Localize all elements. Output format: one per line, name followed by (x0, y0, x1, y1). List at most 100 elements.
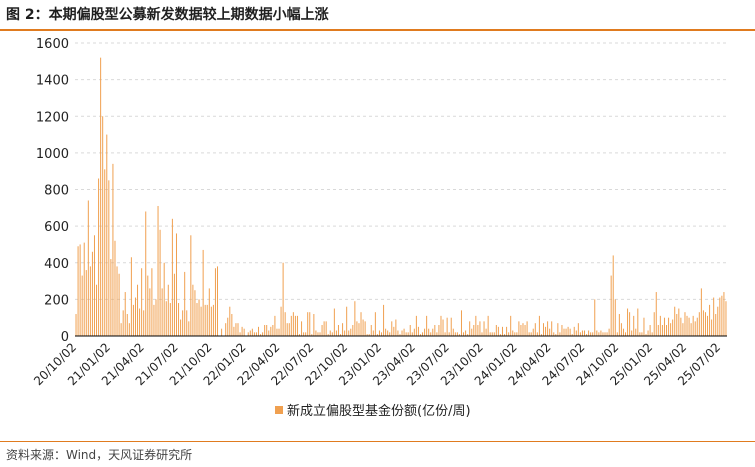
bar (610, 275, 612, 336)
bar (547, 321, 549, 336)
bar (491, 332, 493, 336)
bar (434, 325, 436, 336)
bar (147, 275, 149, 336)
bar (641, 332, 643, 336)
bar (155, 299, 157, 337)
bar (604, 332, 606, 336)
gridlines (75, 42, 727, 300)
bar (124, 292, 126, 336)
bar (354, 301, 356, 336)
bar (524, 325, 526, 336)
bar (430, 332, 432, 336)
bar (645, 334, 647, 336)
bar (229, 306, 231, 336)
bar (145, 211, 147, 336)
bar (573, 326, 575, 336)
bar (356, 321, 358, 336)
bar (711, 319, 713, 336)
bar (399, 334, 401, 336)
bar (163, 262, 165, 336)
bar (378, 330, 380, 336)
bar (536, 332, 538, 336)
bar (395, 319, 397, 336)
bar (682, 323, 684, 336)
bar (175, 233, 177, 336)
y-tick-label: 1400 (36, 74, 69, 89)
bar (651, 332, 653, 336)
bar (313, 314, 315, 336)
bar (241, 326, 243, 336)
bar (661, 325, 663, 336)
bar (608, 328, 610, 336)
bar (450, 317, 452, 336)
bar (366, 334, 368, 336)
bar (362, 319, 364, 336)
bar (438, 325, 440, 336)
bars (75, 57, 727, 337)
bar (364, 321, 366, 336)
bar (698, 312, 700, 336)
bar (268, 330, 270, 336)
bar (178, 303, 180, 336)
x-axis-ticks: 20/10/0221/01/0221/04/0221/07/0221/10/02… (31, 340, 723, 388)
bar (337, 325, 339, 336)
bar (284, 312, 286, 336)
bar (456, 332, 458, 336)
bar (465, 330, 467, 336)
y-tick-label: 1600 (36, 37, 69, 52)
bar (637, 308, 639, 336)
bar (393, 326, 395, 336)
bar (512, 330, 514, 336)
bar (200, 306, 202, 336)
bar (315, 330, 317, 336)
bar (274, 315, 276, 336)
bar (280, 306, 282, 336)
bar (77, 246, 79, 336)
bar (561, 325, 563, 336)
bar (110, 259, 112, 336)
bar (590, 332, 592, 336)
bar (717, 306, 719, 336)
bar (120, 323, 122, 336)
bar (508, 332, 510, 336)
bar (376, 334, 378, 336)
bar (571, 334, 573, 336)
y-tick-label: 1200 (36, 110, 69, 125)
bar (182, 310, 184, 336)
bar (196, 303, 198, 336)
bar (586, 334, 588, 336)
bar (208, 288, 210, 336)
bar (655, 292, 657, 336)
bar (426, 315, 428, 336)
bar (485, 328, 487, 336)
bar (91, 251, 93, 336)
bar (499, 334, 501, 336)
bar (272, 325, 274, 336)
bar (194, 290, 196, 336)
bar (444, 332, 446, 336)
bar (497, 326, 499, 336)
bar (565, 328, 567, 336)
bar (413, 328, 415, 336)
bar (249, 330, 251, 336)
bar (139, 308, 141, 336)
bar (190, 235, 192, 336)
bar (657, 325, 659, 336)
bar (471, 328, 473, 336)
bar (504, 334, 506, 336)
bar (184, 271, 186, 336)
bar (141, 268, 143, 336)
bar (514, 332, 516, 336)
bar (588, 330, 590, 336)
bar (323, 321, 325, 336)
bar (231, 314, 233, 336)
bar (157, 205, 159, 336)
bar (346, 306, 348, 336)
bar (700, 288, 702, 336)
bar (126, 314, 128, 336)
bar (452, 328, 454, 336)
bar (169, 303, 171, 336)
bar (333, 308, 335, 336)
bar (321, 325, 323, 336)
bar (680, 317, 682, 336)
